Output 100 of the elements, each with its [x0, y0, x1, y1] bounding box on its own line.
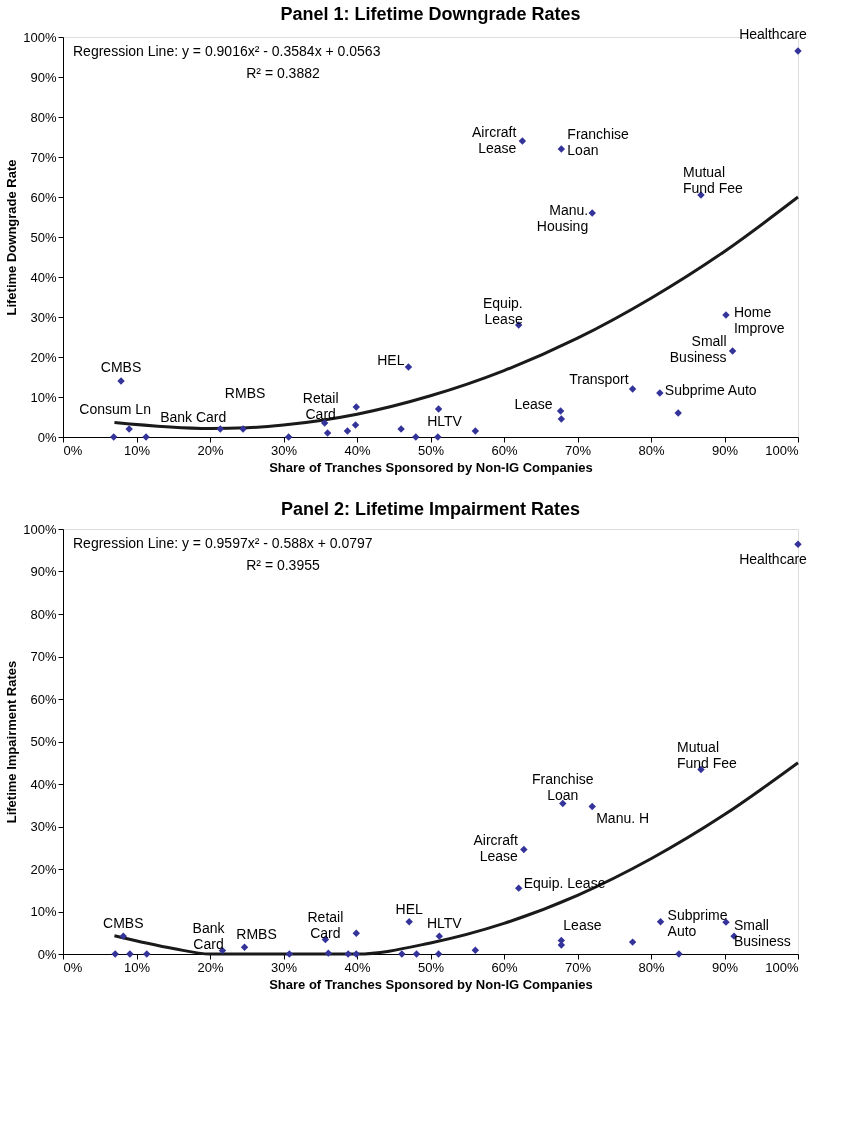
y-tick-label: 50% [30, 734, 57, 749]
y-tick-label: 10% [30, 389, 57, 405]
annotation: Consum Ln [79, 401, 151, 417]
point [351, 421, 360, 429]
x-tick-label: 80% [638, 959, 665, 975]
y-tick-label: 70% [30, 149, 57, 165]
y-tick-label: 90% [30, 564, 57, 579]
point [471, 427, 480, 435]
annotation: Regression Line: y = 0.9597x² - 0.588x + 0.0797 [73, 535, 373, 551]
annotation: Lease [563, 917, 602, 934]
annotation: Healthcare [739, 551, 808, 568]
annotation: RMBS [236, 926, 277, 943]
annotation: Franchise Loan [567, 126, 630, 158]
annotation: Transport [569, 371, 629, 387]
y-tick-label: 0% [37, 946, 57, 962]
point [323, 429, 332, 437]
y-tick-label: 100% [23, 521, 57, 537]
point [119, 932, 127, 940]
annotation: Subprime Auto [667, 906, 728, 939]
x-tick-label: 40% [344, 442, 371, 458]
annotation: Equip. Lease [483, 295, 523, 327]
annotation: Retail Card [302, 390, 339, 422]
y-axis-title: Lifetime Impairment Rates [4, 660, 20, 824]
x-tick-label: 70% [564, 959, 592, 975]
annotation: CMBS [103, 915, 144, 932]
x-tick-label: 70% [564, 442, 592, 458]
point [557, 941, 566, 949]
point [284, 433, 293, 441]
y-tick-label: 10% [30, 904, 57, 919]
annotation: Equip. Lease [523, 875, 606, 892]
x-tick-label: 10% [123, 959, 151, 975]
chart-title: Panel 1: Lifetime Downgrade Rates [280, 4, 581, 24]
point [110, 433, 118, 441]
x-tick-label: 60% [491, 959, 518, 975]
point [240, 943, 249, 951]
x-tick-label: 90% [711, 959, 739, 975]
annotation: Manu. Housing [536, 202, 589, 234]
y-tick-label: 30% [30, 309, 57, 325]
point [435, 932, 444, 940]
annotation: RMBS [224, 385, 266, 401]
x-tick-label: 20% [197, 442, 224, 458]
x-tick-label: 100% [765, 442, 799, 458]
y-tick-label: 50% [30, 229, 57, 245]
point [588, 802, 596, 811]
annotation: Mutual Fund Fee [682, 164, 744, 196]
annotation: R² = 0.3882 [246, 65, 320, 81]
y-tick-label: 70% [30, 649, 57, 664]
x-tick-label: 30% [270, 442, 298, 458]
annotation: Subprime Auto [664, 382, 757, 398]
point [412, 950, 421, 958]
x-tick-label: 100% [765, 959, 799, 975]
annotation: Home Improve [733, 304, 785, 336]
y-tick-label: 60% [30, 691, 57, 707]
point [471, 946, 480, 954]
point [514, 884, 523, 892]
annotation: Lease [514, 396, 553, 412]
y-tick-label: 60% [30, 189, 57, 205]
x-axis-title: Share of Tranches Sponsored by Non-IG Companies [269, 459, 593, 475]
point [434, 950, 443, 958]
y-tick-label: 90% [30, 69, 57, 85]
x-tick-label: 20% [197, 959, 224, 975]
annotation: Aircraft Lease [473, 832, 519, 865]
x-tick-label: 50% [417, 959, 445, 975]
annotation: Regression Line: y = 0.9016x² - 0.3584x + 0.0563 [73, 43, 381, 59]
point [324, 949, 333, 957]
y-tick-label: 40% [30, 269, 57, 285]
y-tick-label: 0% [37, 429, 57, 445]
point [404, 363, 413, 371]
y-axis-title: Lifetime Downgrade Rate [4, 159, 20, 316]
y-tick-label: 100% [23, 29, 57, 45]
y-tick-label: 80% [30, 606, 57, 622]
annotation: Franchise Loan [532, 770, 594, 803]
chart-title: Panel 2: Lifetime Impairment Rates [280, 499, 581, 519]
point [557, 145, 566, 153]
y-tick-label: 40% [30, 776, 57, 792]
point [556, 407, 565, 415]
x-tick-label: 50% [417, 442, 445, 458]
annotation: Bank Card [192, 919, 226, 952]
x-axis-title: Share of Tranches Sponsored by Non-IG Companies [269, 976, 593, 992]
y-tick-label: 20% [30, 861, 57, 877]
x-tick-label: 30% [270, 959, 298, 975]
y-tick-label: 30% [30, 819, 57, 834]
annotation: Manu. H [596, 809, 650, 826]
annotation: CMBS [100, 359, 142, 375]
annotation: Healthcare [739, 26, 808, 42]
annotation: HEL [377, 352, 405, 368]
annotation: Aircraft Lease [472, 124, 517, 156]
point [520, 845, 528, 854]
point [320, 419, 329, 427]
annotation: Small Business [669, 332, 727, 365]
x-tick-label: 90% [711, 442, 739, 458]
annotation: HLTV [426, 915, 463, 932]
point [557, 415, 566, 423]
x-tick-label: 60% [491, 442, 518, 458]
x-tick-label: 0% [63, 442, 83, 458]
annotation: Mutual Fund Fee [676, 738, 738, 771]
y-tick-label: 20% [30, 349, 57, 365]
x-tick-label: 0% [63, 959, 83, 975]
point [794, 540, 802, 549]
point [285, 950, 294, 958]
